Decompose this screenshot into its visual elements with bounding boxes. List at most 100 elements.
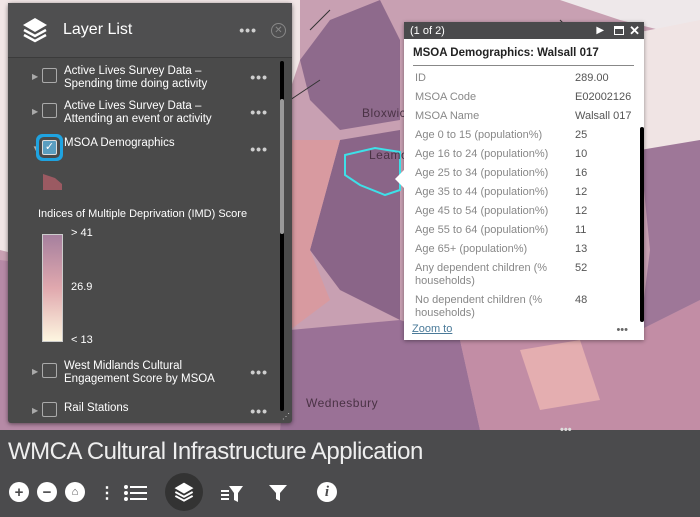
field-label: ID	[415, 72, 426, 84]
popup-pager: (1 of 2)	[410, 24, 445, 37]
filter-button[interactable]	[268, 484, 288, 502]
field-value: 10	[575, 148, 588, 160]
field-value: 289.00	[575, 72, 609, 84]
maximize-icon[interactable]	[614, 26, 625, 35]
field-value: 12	[575, 186, 588, 198]
legend-title: Indices of Multiple Deprivation (IMD) Sc…	[38, 208, 248, 220]
popup-field-row: Age 55 to 64 (population%) 11	[415, 224, 644, 243]
layer-item[interactable]: ▶ Rail Stations •••	[8, 399, 278, 419]
legend-button[interactable]	[124, 484, 148, 502]
polygon-symbol-icon	[43, 174, 62, 190]
expand-icon[interactable]: ▶	[32, 406, 39, 415]
field-value: 16	[575, 167, 588, 179]
filter-icon	[269, 485, 287, 501]
layer-more-button[interactable]: •••	[250, 141, 268, 157]
layer-filter-icon	[221, 486, 243, 502]
popup-fields: ID 289.00 MSOA Code E02002126 MSOA Name Walsa…	[404, 72, 644, 320]
field-label: Age 45 to 54 (population%)	[415, 205, 549, 217]
field-label: Age 16 to 24 (population%)	[415, 148, 549, 160]
layer-label: MSOA Demographics	[64, 137, 175, 149]
popup-field-row: Age 35 to 44 (population%) 12	[415, 186, 644, 205]
legend-max: > 41	[71, 227, 93, 239]
expand-icon[interactable]: ▶	[32, 107, 39, 116]
popup-field-row: Age 16 to 24 (population%) 10	[415, 148, 644, 167]
legend-min: < 13	[71, 334, 93, 346]
popup-field-row: No dependent children (% households) 48	[415, 294, 644, 320]
field-label: Age 65+ (population%)	[415, 243, 528, 255]
layer-item[interactable]: ▶ Active Lives Survey Data – Spending tim…	[8, 65, 278, 91]
layer-checkbox[interactable]	[42, 363, 57, 378]
field-value: 52	[575, 262, 588, 274]
popup-pointer	[395, 170, 404, 188]
legend-ramp	[42, 234, 63, 342]
field-label: Any dependent children (% households)	[415, 262, 548, 287]
layer-item-msoa[interactable]: ▼ ✓ MSOA Demographics •••	[8, 137, 278, 157]
popup-field-row: MSOA Name Walsall 017	[415, 110, 644, 129]
field-value: 13	[575, 243, 588, 255]
field-label: Age 25 to 34 (population%)	[415, 167, 549, 179]
popup-field-row: Age 0 to 15 (population%) 25	[415, 129, 644, 148]
next-icon[interactable]: ▶	[596, 25, 605, 36]
popup-field-row: MSOA Code E02002126	[415, 91, 644, 110]
resize-handle-icon[interactable]: ⋰	[282, 412, 290, 421]
popup-field-row: Any dependent children (% households) 52	[415, 262, 644, 294]
feature-popup: (1 of 2) ▶ ✕ MSOA Demographics: Walsall …	[395, 22, 644, 340]
expand-icon[interactable]: ▼	[32, 144, 40, 153]
layer-more-button[interactable]: •••	[250, 69, 268, 85]
zoom-in-button[interactable]: +	[9, 482, 29, 502]
layers-icon	[174, 482, 194, 502]
popup-field-row: Age 25 to 34 (population%) 16	[415, 167, 644, 186]
zoom-out-button[interactable]: −	[37, 482, 57, 502]
layer-checkbox[interactable]	[42, 402, 57, 417]
layers-icon	[23, 18, 47, 43]
layer-list-title: Layer List	[63, 21, 133, 38]
map-label-wednesbury: Wednesbury	[306, 396, 379, 410]
layer-item[interactable]: ▶ Active Lives Survey Data – Attending an…	[8, 100, 278, 126]
popup-more-button[interactable]: •••	[616, 324, 628, 336]
layer-filter-button[interactable]	[221, 485, 243, 503]
info-button[interactable]: i	[317, 482, 337, 502]
layer-list-more-button[interactable]: •••	[239, 22, 257, 38]
zoom-to-link[interactable]: Zoom to	[412, 323, 453, 335]
layer-list-header: Layer List ••• ✕	[8, 3, 292, 58]
popup-title: MSOA Demographics: Walsall 017	[413, 47, 634, 66]
close-icon[interactable]: ✕	[629, 22, 640, 38]
scrollbar[interactable]	[280, 61, 284, 411]
layer-item[interactable]: ▶ West Midlands Cultural Engagement Score…	[8, 360, 278, 386]
scrollbar-thumb[interactable]	[280, 99, 284, 234]
layer-label: Active Lives Survey Data – Spending time…	[64, 65, 208, 90]
popup-header: (1 of 2) ▶ ✕	[404, 22, 644, 39]
list-icon	[124, 485, 147, 501]
layer-checkbox[interactable]	[42, 68, 57, 83]
field-label: No dependent children (% households)	[415, 294, 543, 319]
field-value: 48	[575, 294, 588, 306]
popup-field-row: ID 289.00	[415, 72, 644, 91]
layer-list-button[interactable]	[165, 473, 203, 511]
field-value: Walsall 017	[575, 110, 632, 122]
layer-list-panel: Layer List ••• ✕ ▶ Active Lives Survey Da…	[8, 3, 292, 423]
layer-label: West Midlands Cultural Engagement Score …	[64, 360, 215, 385]
layer-more-button[interactable]: •••	[250, 364, 268, 380]
field-label: Age 35 to 44 (population%)	[415, 186, 549, 198]
field-value: 12	[575, 205, 588, 217]
field-value: 11	[575, 224, 587, 236]
home-button[interactable]: ⌂	[65, 482, 85, 502]
bottom-bar-handle[interactable]: •••	[560, 424, 572, 436]
more-vertical-icon[interactable]: ⋮	[99, 485, 115, 502]
layer-checkbox-checked[interactable]: ✓	[42, 140, 57, 155]
map-label-bloxwich: Bloxwich	[362, 106, 414, 120]
field-label: Age 55 to 64 (population%)	[415, 224, 549, 236]
layer-checkbox[interactable]	[42, 103, 57, 118]
field-label: Age 0 to 15 (population%)	[415, 129, 543, 141]
popup-scrollbar[interactable]	[640, 127, 644, 322]
popup-field-row: Age 45 to 54 (population%) 12	[415, 205, 644, 224]
field-value: 25	[575, 129, 588, 141]
field-value: E02002126	[575, 91, 632, 103]
app-title: WMCA Cultural Infrastructure Application	[8, 438, 423, 465]
layer-more-button[interactable]: •••	[250, 104, 268, 120]
expand-icon[interactable]: ▶	[32, 72, 39, 81]
layer-more-button[interactable]: •••	[250, 403, 268, 419]
layer-label: Rail Stations	[64, 402, 129, 414]
close-icon[interactable]: ✕	[271, 22, 286, 38]
expand-icon[interactable]: ▶	[32, 367, 39, 376]
